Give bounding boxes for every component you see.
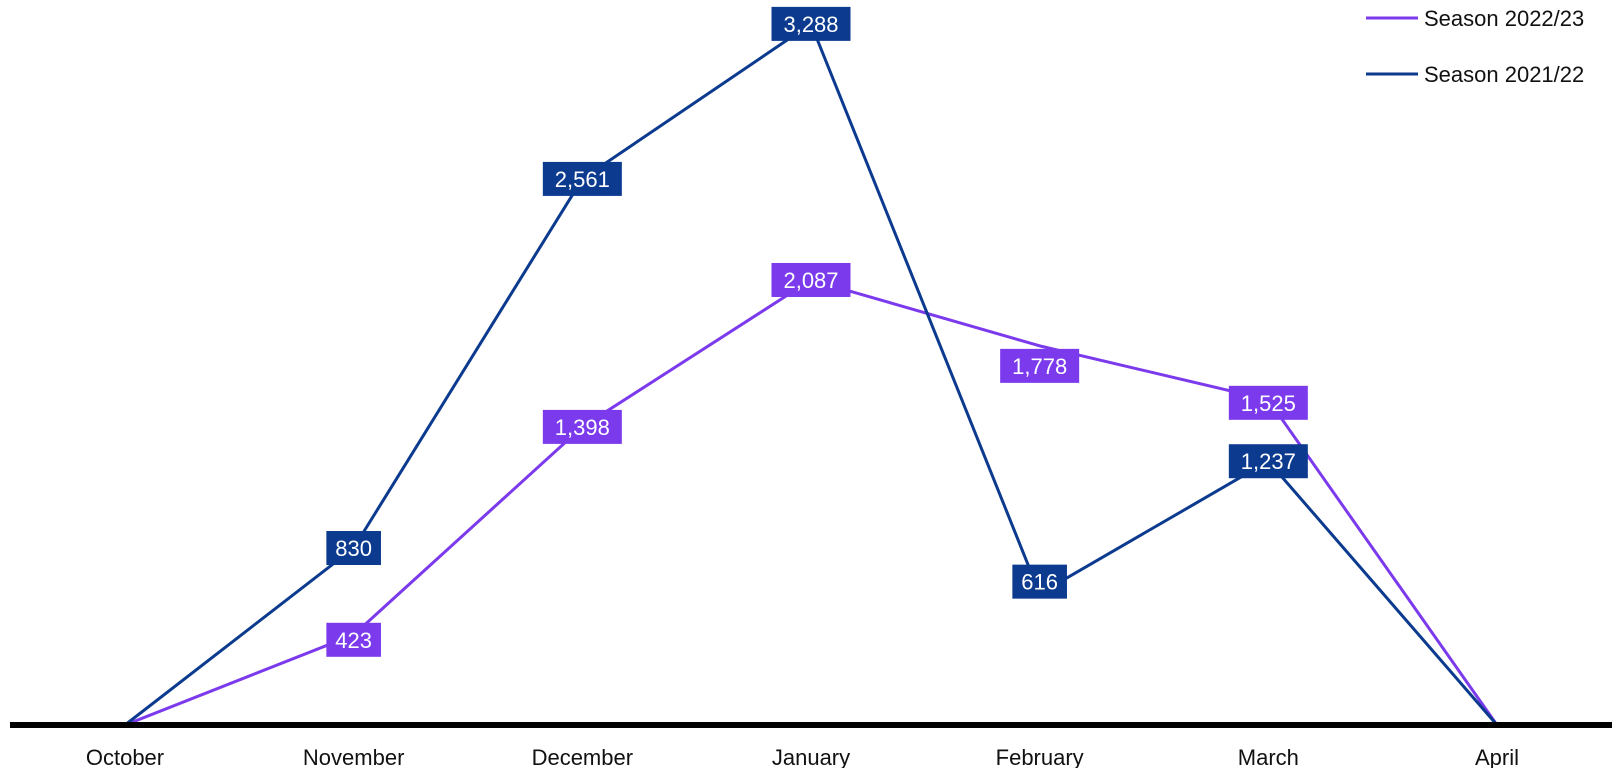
data-label-text: 1,778: [1012, 354, 1067, 379]
data-label-season-2021-22-november: 830: [326, 531, 381, 566]
legend-item-season-2022-23: Season 2022/23: [1366, 6, 1584, 31]
series-line-season-2022-23: [123, 278, 1499, 727]
data-label-season-2022-23-november: 423: [326, 622, 381, 657]
data-label-text: 3,288: [783, 12, 838, 37]
data-label-season-2021-22-january: 3,288: [771, 6, 851, 41]
x-tick-label-april: April: [1475, 745, 1519, 768]
data-label-box: [771, 6, 851, 41]
legend-item-season-2021-22: Season 2021/22: [1366, 62, 1584, 87]
x-tick-label-january: January: [772, 745, 850, 768]
data-label-season-2021-22-december: 2,561: [542, 161, 622, 196]
data-label-box: [1228, 385, 1308, 420]
x-tick-label-march: March: [1238, 745, 1299, 768]
data-labels: 423 1,398 2,087 1,778 1,525 830 2,561 3,288 616 1…: [326, 6, 1308, 657]
legend-label: Season 2021/22: [1424, 62, 1584, 87]
x-axis-tick-labels: October November December January February Ma…: [86, 745, 1519, 768]
data-label-box: [326, 531, 381, 566]
series-line-season-2021-22: [123, 22, 1499, 727]
x-tick-label-october: October: [86, 745, 164, 768]
data-label-box: [542, 409, 622, 444]
data-label-season-2022-23-january: 2,087: [771, 262, 851, 297]
data-label-season-2021-22-february: 616: [1012, 564, 1067, 599]
series-layer: [123, 22, 1499, 727]
data-label-box: [542, 161, 622, 196]
x-tick-label-november: November: [303, 745, 404, 768]
data-label-text: 2,561: [555, 167, 610, 192]
data-label-box: [1012, 564, 1067, 599]
data-label-text: 1,525: [1241, 391, 1296, 416]
data-label-text: 1,398: [555, 415, 610, 440]
data-label-box: [1000, 348, 1080, 383]
legend: Season 2022/23 Season 2021/22: [1366, 6, 1584, 87]
data-label-text: 423: [335, 628, 372, 653]
data-label-text: 1,237: [1241, 449, 1296, 474]
data-label-box: [326, 622, 381, 657]
x-tick-label-december: December: [532, 745, 633, 768]
data-label-season-2022-23-february: 1,778: [1000, 348, 1080, 383]
data-label-box: [1228, 444, 1308, 479]
data-label-season-2022-23-december: 1,398: [542, 409, 622, 444]
data-label-season-2021-22-march: 1,237: [1228, 444, 1308, 479]
x-tick-label-february: February: [996, 745, 1084, 768]
legend-label: Season 2022/23: [1424, 6, 1584, 31]
data-label-box: [771, 262, 851, 297]
data-label-text: 616: [1021, 570, 1058, 595]
data-label-text: 2,087: [783, 268, 838, 293]
data-label-season-2022-23-march: 1,525: [1228, 385, 1308, 420]
data-label-text: 830: [335, 536, 372, 561]
